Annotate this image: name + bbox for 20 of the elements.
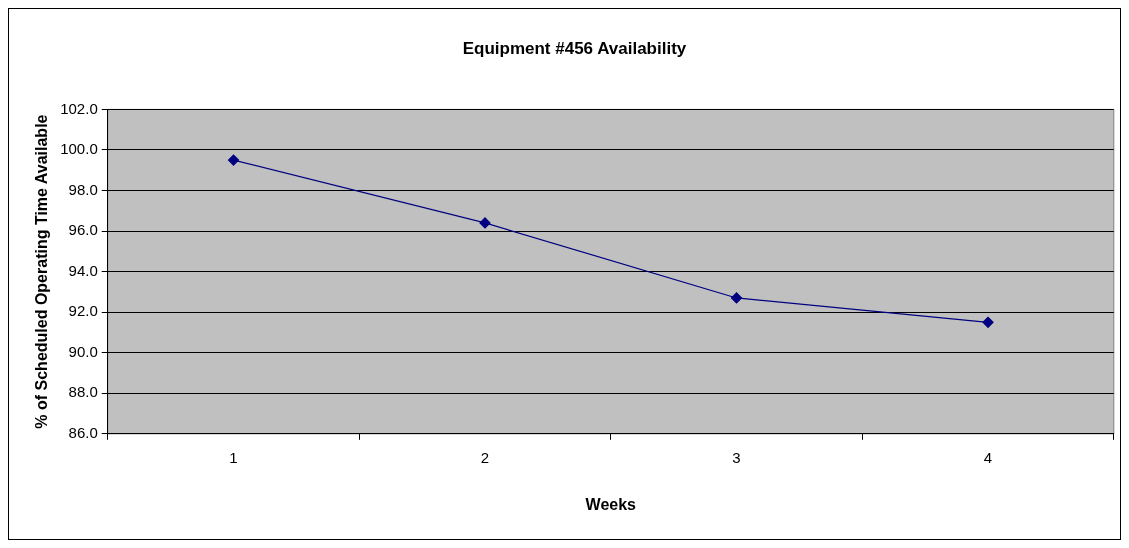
point — [982, 316, 994, 328]
x-tick-label: 1 — [229, 448, 238, 466]
x-axis-title: Weeks — [585, 495, 637, 513]
y-tick-label: 100.0 — [60, 140, 98, 158]
y-tick-label: 88.0 — [68, 383, 98, 401]
y-tick-label: 92.0 — [68, 302, 98, 320]
x-tick-label: 2 — [480, 448, 490, 466]
y-tick-label: 86.0 — [68, 423, 98, 441]
y-axis-title: % of Scheduled Operating Time Available — [33, 114, 51, 429]
x-tick-label: 4 — [983, 448, 993, 466]
point — [479, 217, 491, 229]
y-tick-label: 94.0 — [68, 261, 98, 279]
y-tick-label: 96.0 — [68, 221, 98, 239]
x-tick-label: 3 — [732, 448, 741, 466]
y-tick-label: 98.0 — [68, 180, 98, 198]
point — [227, 154, 240, 166]
chart-title: Equipment #456 Availability — [462, 38, 687, 58]
point — [730, 292, 743, 304]
y-tick-label: 102.0 — [60, 99, 98, 117]
y-tick-label: 90.0 — [68, 342, 98, 360]
